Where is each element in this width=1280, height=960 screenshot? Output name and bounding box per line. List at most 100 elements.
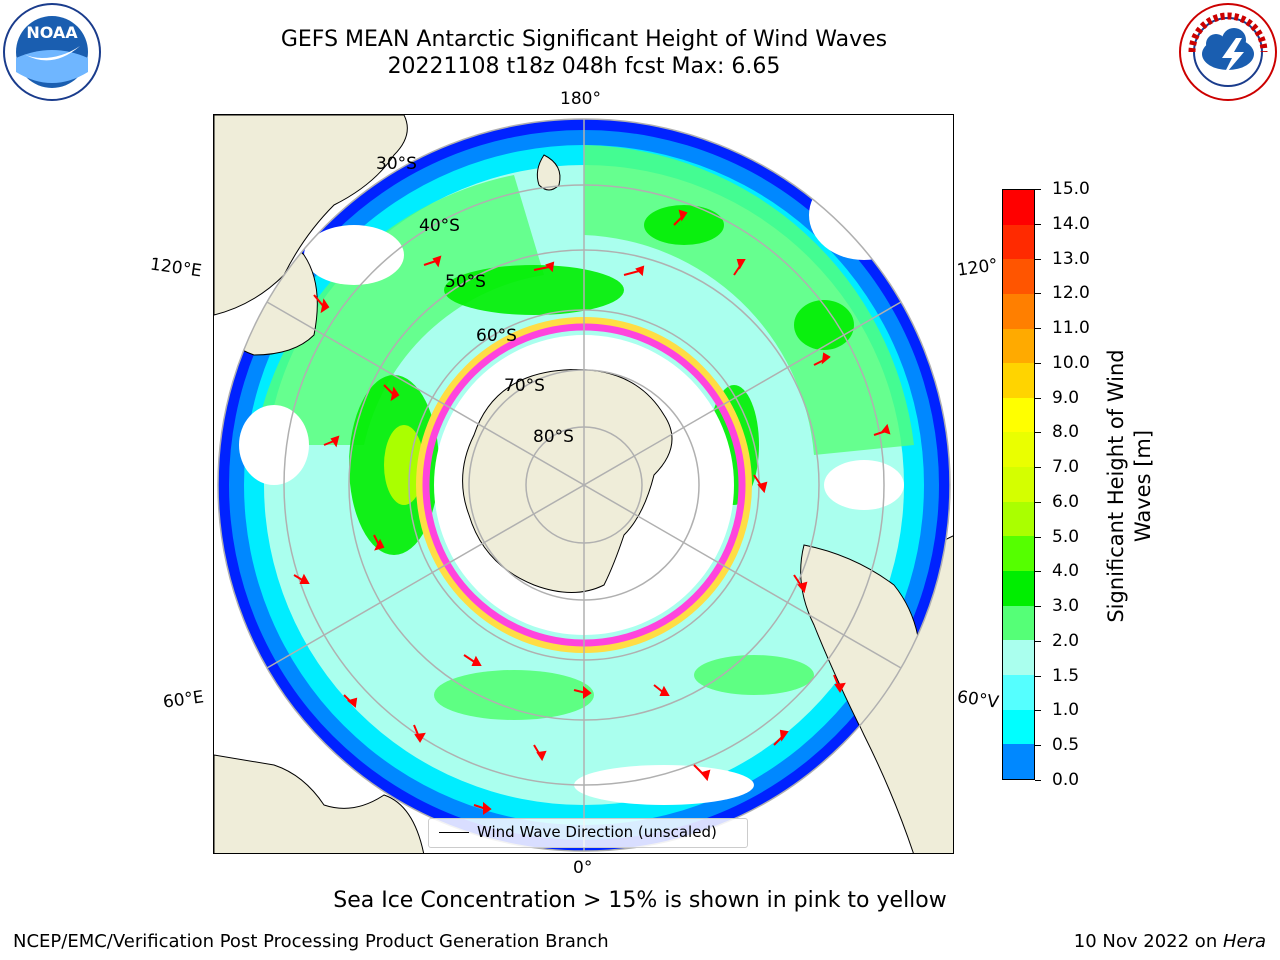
colorbar-tick-label: 1.5 (1052, 665, 1080, 686)
wind-arrow (653, 684, 670, 696)
footer-date: 10 Nov 2022 on Hera (1074, 931, 1266, 952)
lon-label-top: 180° (560, 89, 601, 109)
colorbar-tick-label: 5.0 (1052, 526, 1080, 547)
colorbar-tick-label: 8.0 (1052, 422, 1080, 443)
sea-ice-note: Sea Ice Concentration > 15% is shown in … (333, 888, 947, 913)
colorbar-title-line2: Waves [m] (1131, 429, 1155, 543)
colorbar-tick-label: 4.0 (1052, 561, 1080, 582)
footer-host: Hera (1222, 931, 1266, 952)
colorbar-tick-label: 1.0 (1052, 700, 1080, 721)
colorbar-title-line1: Significant Height of Wind (1104, 349, 1128, 623)
colorbar-band (1003, 744, 1034, 779)
wind-arrow (293, 573, 310, 584)
wind-arrow (753, 474, 768, 494)
legend-label: Wind Wave Direction (unscaled) (477, 823, 717, 841)
lon-label-lower-right: 60°V (955, 687, 1000, 713)
wind-arrow (473, 801, 492, 815)
colorbar-tick-mark (1035, 328, 1041, 330)
colorbar-tick-label: 0.0 (1052, 770, 1080, 790)
colorbar-tick-mark (1035, 467, 1041, 469)
lat-label-50s: 50°S (445, 272, 486, 292)
colorbar-band (1003, 709, 1034, 745)
wind-arrow (573, 685, 592, 699)
colorbar-tick-mark (1035, 745, 1041, 747)
colorbar-tick-label: 14.0 (1052, 213, 1090, 234)
lat-label-30s: 30°S (376, 154, 417, 174)
colorbar-tick-mark (1035, 780, 1041, 781)
graticule (217, 118, 951, 852)
colorbar-band (1003, 501, 1034, 537)
chart-title: GEFS MEAN Antarctic Significant Height o… (280, 27, 888, 52)
colorbar-tick-mark (1035, 362, 1041, 364)
footer-credit: NCEP/EMC/Verification Post Processing Pr… (13, 931, 609, 952)
colorbar-tick-mark (1035, 501, 1041, 503)
map-legend: Wind Wave Direction (unscaled) (428, 818, 748, 848)
colorbar-tick-mark (1035, 223, 1041, 225)
colorbar-tick-label: 11.0 (1052, 318, 1090, 339)
wind-arrow (423, 255, 442, 268)
colorbar-tick-mark (1035, 432, 1041, 434)
colorbar (1002, 189, 1035, 780)
colorbar-tick-label: 2.0 (1052, 630, 1080, 651)
colorbar-ticks: 15.0 14.0 13.0 12.0 11.0 10.0 9.0 8.0 7.0 6.0 5.0 4… (1035, 179, 1095, 790)
colorbar-band (1003, 190, 1034, 225)
colorbar-band (1003, 363, 1034, 398)
wind-arrow (413, 724, 426, 743)
colorbar-tick-mark (1035, 606, 1041, 608)
colorbar-band (1003, 536, 1034, 572)
polar-map: 30°S 40°S 50°S 60°S 70°S 80°S (213, 114, 954, 854)
wind-arrow (793, 574, 808, 594)
colorbar-tick-label: 12.0 (1052, 283, 1090, 304)
colorbar-tick-mark (1035, 640, 1041, 642)
lat-label-80s: 80°S (533, 427, 574, 447)
colorbar-band (1003, 293, 1034, 329)
colorbar-tick-mark (1035, 571, 1041, 573)
lon-label-upper-right: 120° (955, 255, 1000, 281)
wind-arrows (293, 209, 891, 815)
noaa-logo: NOAA (2, 2, 102, 102)
colorbar-tick-mark (1035, 189, 1041, 190)
colorbar-tick-mark (1035, 710, 1041, 712)
wind-arrow (833, 674, 846, 693)
colorbar-band (1003, 640, 1034, 675)
noaa-logo-text: NOAA (26, 23, 78, 42)
colorbar-band (1003, 397, 1034, 433)
colorbar-band (1003, 571, 1034, 606)
legend-line-swatch (439, 832, 469, 833)
colorbar-band (1003, 224, 1034, 260)
colorbar-band (1003, 605, 1034, 641)
colorbar-band (1003, 259, 1034, 294)
wind-arrow (623, 265, 645, 277)
colorbar-band (1003, 467, 1034, 502)
colorbar-tick-mark (1035, 397, 1041, 399)
nws-logo (1178, 2, 1278, 102)
colorbar-tick-label: 3.0 (1052, 596, 1080, 617)
lat-label-70s: 70°S (504, 376, 545, 396)
wind-arrow (733, 259, 746, 276)
colorbar-tick-label: 6.0 (1052, 491, 1080, 512)
colorbar-tick-label: 10.0 (1052, 352, 1090, 373)
wind-arrow (693, 764, 711, 782)
lon-label-lower-left: 60°E (161, 687, 206, 713)
colorbar-tick-mark (1035, 536, 1041, 538)
wind-arrow (533, 744, 547, 762)
wind-arrow (533, 261, 555, 273)
lon-label-upper-left: 120°E (148, 254, 203, 282)
wind-arrow (773, 729, 789, 746)
chart-subtitle: 20221108 t18z 048h fcst Max: 6.65 (387, 54, 781, 79)
wind-arrow (873, 423, 891, 436)
colorbar-tick-label: 15.0 (1052, 179, 1090, 199)
colorbar-tick-label: 9.0 (1052, 387, 1080, 408)
colorbar-tick-label: 0.5 (1052, 735, 1080, 756)
colorbar-band (1003, 432, 1034, 468)
lat-label-60s: 60°S (476, 326, 517, 346)
colorbar-tick-mark (1035, 675, 1041, 677)
wind-arrow (343, 694, 358, 708)
wind-arrow (673, 209, 688, 226)
lon-label-bottom: 0° (573, 858, 593, 878)
colorbar-tick-label: 7.0 (1052, 457, 1080, 478)
wind-arrow (383, 384, 400, 402)
colorbar-band (1003, 674, 1034, 710)
wind-arrow (813, 352, 831, 366)
colorbar-band (1003, 328, 1034, 364)
